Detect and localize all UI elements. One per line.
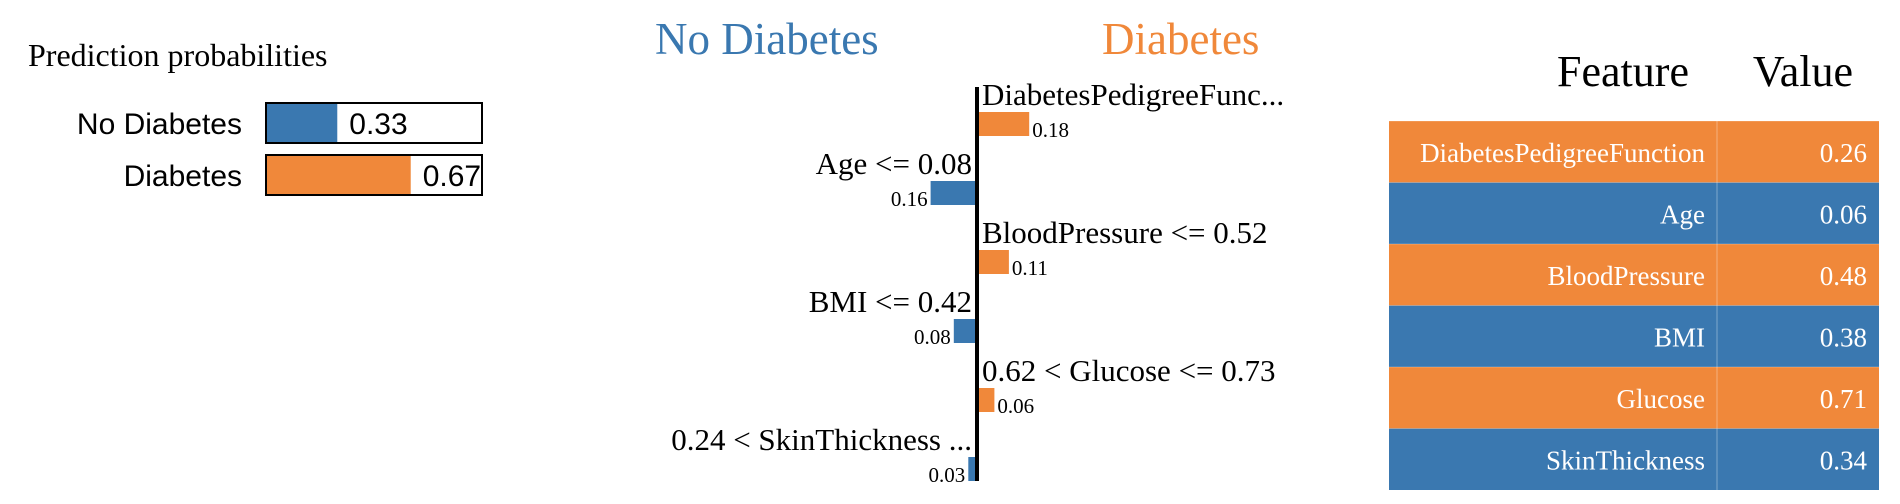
table-cell-value: 0.34 xyxy=(1820,445,1868,475)
feature-value-table: Feature Value DiabetesPedigreeFunction 0.… xyxy=(1389,47,1879,490)
table-body: DiabetesPedigreeFunction 0.26 Age 0.06 Blood… xyxy=(1389,120,1879,490)
explanation-value-label: 0.11 xyxy=(1012,256,1048,280)
table-row: BloodPressure 0.48 xyxy=(1389,243,1879,306)
explanation-bar xyxy=(953,319,977,343)
explanation-value-label: 0.16 xyxy=(891,187,928,211)
explanation-bar xyxy=(968,457,977,481)
table-cell-feature: Glucose xyxy=(1617,384,1705,414)
table-cell-feature: DiabetesPedigreeFunction xyxy=(1420,138,1705,168)
explanation-bar xyxy=(930,181,977,205)
probability-bar-fill xyxy=(266,155,411,195)
explanation-feature-label: DiabetesPedigreeFunc... xyxy=(982,77,1284,112)
explanation-value-label: 0.03 xyxy=(929,463,966,487)
probability-value: 0.33 xyxy=(349,108,407,141)
table-row: BMI 0.38 xyxy=(1389,305,1879,367)
probability-row: Diabetes 0.67 xyxy=(124,154,483,196)
probability-label: Diabetes xyxy=(124,160,242,193)
explanation-feature-label: BloodPressure <= 0.52 xyxy=(982,215,1268,250)
explanation-feature-label: 0.62 < Glucose <= 0.73 xyxy=(982,353,1276,388)
explanation-value-label: 0.18 xyxy=(1032,118,1069,142)
prediction-probabilities-title: Prediction probabilities xyxy=(28,37,328,73)
explanation-value-label: 0.06 xyxy=(997,394,1034,418)
table-cell-feature: BloodPressure xyxy=(1548,261,1706,291)
explanation-chart: No Diabetes Diabetes DiabetesPedigreeFun… xyxy=(655,14,1284,487)
table-row-background xyxy=(1389,244,1879,306)
explanation-row: DiabetesPedigreeFunc... 0.18 xyxy=(977,77,1284,142)
table-row: DiabetesPedigreeFunction 0.26 xyxy=(1389,120,1879,183)
table-row-background xyxy=(1389,428,1879,490)
probability-bar-fill xyxy=(266,103,338,143)
table-row: SkinThickness 0.34 xyxy=(1389,428,1879,490)
explanation-row: BMI <= 0.42 0.08 xyxy=(809,284,977,349)
explanation-feature-label: BMI <= 0.42 xyxy=(809,284,972,319)
table-cell-value: 0.48 xyxy=(1820,261,1867,291)
prediction-probabilities-panel: Prediction probabilities No Diabetes 0.33… xyxy=(28,37,483,196)
probability-row: No Diabetes 0.33 xyxy=(77,102,483,144)
explanation-bar xyxy=(977,112,1030,136)
table-row-background xyxy=(1389,182,1879,244)
explanation-value-label: 0.08 xyxy=(914,325,951,349)
table-cell-value: 0.71 xyxy=(1820,384,1867,414)
explanation-row: 0.24 < SkinThickness ... 0.03 xyxy=(671,422,977,487)
explanation-row: 0.62 < Glucose <= 0.73 0.06 xyxy=(977,353,1276,418)
table-cell-value: 0.06 xyxy=(1820,199,1867,229)
explanation-feature-label: 0.24 < SkinThickness ... xyxy=(671,422,972,457)
table-row: Age 0.06 xyxy=(1389,182,1879,244)
table-cell-value: 0.26 xyxy=(1820,138,1867,168)
table-cell-feature: BMI xyxy=(1654,322,1705,352)
table-row-background xyxy=(1389,367,1879,429)
table-header-value: Value xyxy=(1753,47,1853,96)
class-title-diabetes: Diabetes xyxy=(1102,14,1259,64)
explanation-feature-label: Age <= 0.08 xyxy=(816,146,972,181)
probability-value: 0.67 xyxy=(423,160,481,193)
table-row-background xyxy=(1389,121,1879,183)
probability-bars: No Diabetes 0.33 Diabetes 0.67 xyxy=(77,102,483,196)
table-row: Glucose 0.71 xyxy=(1389,366,1879,429)
explanation-bar xyxy=(977,388,995,412)
table-cell-value: 0.38 xyxy=(1820,322,1867,352)
table-row-background xyxy=(1389,305,1879,367)
probability-bar-frame xyxy=(265,102,483,144)
table-cell-feature: Age xyxy=(1660,199,1705,229)
probability-label: No Diabetes xyxy=(77,108,242,141)
explanation-row: Age <= 0.08 0.16 xyxy=(816,146,977,211)
explanation-row: BloodPressure <= 0.52 0.11 xyxy=(977,215,1268,280)
probability-bar-frame xyxy=(265,154,483,196)
class-title-no-diabetes: No Diabetes xyxy=(655,14,879,64)
table-cell-feature: SkinThickness xyxy=(1546,445,1705,475)
explanation-bars: DiabetesPedigreeFunc... 0.18 Age <= 0.08 0.… xyxy=(671,77,1284,487)
table-header-feature: Feature xyxy=(1557,47,1689,96)
explanation-bar xyxy=(977,250,1009,274)
